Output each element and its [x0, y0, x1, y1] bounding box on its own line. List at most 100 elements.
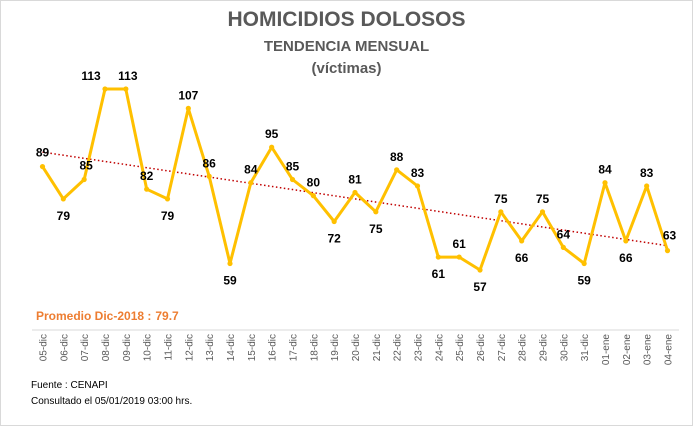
average-label: Promedio Dic-2018 :: [36, 309, 152, 323]
consulted-note: Consultado el 05/01/2019 03:00 hrs.: [31, 396, 193, 407]
data-point: [498, 209, 504, 215]
chart-subtitle: TENDENCIA MENSUAL: [263, 38, 430, 55]
data-label: 83: [640, 166, 654, 180]
data-label: 107: [178, 88, 198, 102]
x-tick-label: 12-dic: [184, 334, 195, 361]
data-label: 64: [557, 227, 571, 241]
data-point: [81, 176, 87, 183]
data-label: 66: [619, 251, 633, 265]
x-tick-label: 15-dic: [247, 334, 258, 361]
data-point: [331, 218, 337, 225]
data-label: 72: [327, 232, 341, 246]
x-tick-label: 04-ene: [664, 334, 675, 366]
data-label: 80: [307, 176, 321, 190]
average-annotation: Promedio Dic-2018 :79.7: [36, 309, 179, 323]
x-tick-label: 23-dic: [414, 334, 425, 361]
data-point: [60, 196, 66, 202]
data-point: [269, 144, 275, 150]
data-label: 85: [79, 159, 93, 173]
x-tick-label: 31-dic: [580, 334, 591, 361]
data-label: 113: [81, 69, 101, 83]
data-point: [310, 193, 316, 199]
data-label: 89: [36, 146, 50, 160]
x-tick-label: 21-dic: [372, 334, 383, 361]
source-note: Fuente : CENAPI: [31, 380, 108, 391]
data-point: [581, 260, 587, 267]
data-point: [623, 238, 629, 244]
x-tick-label: 02-ene: [622, 334, 633, 366]
data-point: [602, 180, 608, 186]
x-tick-label: 01-ene: [601, 334, 612, 366]
data-label: 61: [432, 267, 446, 281]
x-tick-label: 25-dic: [455, 334, 466, 361]
data-point: [289, 176, 296, 183]
data-point: [185, 105, 191, 111]
data-point: [373, 209, 379, 215]
x-tick-label: 27-dic: [497, 334, 508, 361]
chart-unit: (víctimas): [311, 60, 382, 77]
x-tick-label: 10-dic: [143, 334, 154, 361]
x-tick-label: 03-ene: [643, 334, 654, 366]
x-tick-label: 06-dic: [59, 334, 70, 361]
data-label: 81: [348, 172, 362, 186]
x-tick-label: 26-dic: [476, 334, 487, 361]
x-tick-label: 17-dic: [289, 334, 300, 361]
data-label: 113: [118, 69, 138, 83]
x-tick-label: 09-dic: [122, 334, 133, 361]
data-point: [123, 86, 129, 92]
data-label: 79: [57, 209, 71, 223]
x-tick-label: 07-dic: [80, 334, 91, 361]
average-value: 79.7: [155, 309, 179, 323]
x-tick-label: 18-dic: [309, 334, 320, 361]
data-point: [477, 267, 483, 273]
x-tick-label: 20-dic: [351, 334, 362, 361]
data-point: [519, 238, 525, 244]
data-point: [560, 244, 566, 250]
data-point: [539, 209, 546, 215]
data-label: 86: [202, 156, 216, 170]
data-point: [456, 254, 462, 260]
data-label: 79: [161, 209, 175, 223]
data-point: [414, 183, 421, 189]
data-label: 82: [140, 169, 154, 183]
data-label: 83: [411, 166, 425, 180]
data-point: [102, 86, 108, 92]
data-label: 59: [223, 274, 237, 288]
x-tick-label: 28-dic: [518, 334, 529, 361]
x-tick-label: 16-dic: [268, 334, 279, 361]
data-point: [435, 254, 441, 260]
data-point: [394, 167, 400, 173]
data-label: 59: [577, 274, 591, 288]
data-point: [144, 186, 150, 192]
x-tick-label: 24-dic: [434, 334, 445, 361]
x-tick-label: 05-dic: [39, 334, 50, 361]
data-label: 75: [369, 222, 383, 236]
data-label: 88: [390, 150, 404, 164]
x-tick-label: 30-dic: [559, 334, 570, 361]
x-tick-label: 19-dic: [330, 334, 341, 361]
trendline: [42, 151, 668, 247]
data-label: 75: [494, 192, 508, 206]
data-point: [352, 189, 358, 196]
x-tick-label: 29-dic: [539, 334, 550, 361]
data-label: 75: [536, 192, 550, 206]
data-point: [644, 183, 650, 189]
data-label: 57: [473, 280, 487, 294]
data-label: 85: [286, 160, 300, 174]
data-label: 66: [515, 251, 529, 265]
x-tick-label: 14-dic: [226, 334, 237, 361]
data-point: [227, 260, 233, 267]
data-point: [664, 248, 671, 254]
data-point: [248, 180, 254, 186]
data-label: 63: [663, 229, 677, 243]
x-tick-label: 11-dic: [164, 334, 175, 361]
chart-title: HOMICIDIOS DOLOSOS: [227, 8, 466, 31]
x-tick-label: 13-dic: [205, 334, 216, 361]
data-point: [39, 163, 46, 170]
data-label: 84: [598, 163, 612, 177]
data-point: [164, 196, 171, 202]
data-label: 84: [244, 163, 258, 177]
x-tick-label: 22-dic: [393, 334, 404, 361]
x-tick-label: 08-dic: [101, 334, 112, 361]
